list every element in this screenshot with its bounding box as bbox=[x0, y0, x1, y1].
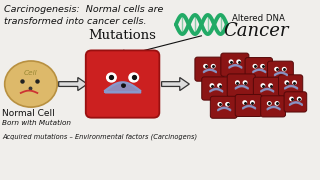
Circle shape bbox=[218, 84, 221, 87]
Text: Altered DNA: Altered DNA bbox=[232, 14, 284, 23]
Circle shape bbox=[290, 97, 293, 101]
FancyBboxPatch shape bbox=[227, 74, 255, 97]
FancyBboxPatch shape bbox=[195, 57, 224, 81]
Circle shape bbox=[261, 84, 265, 87]
FancyBboxPatch shape bbox=[268, 61, 293, 83]
FancyBboxPatch shape bbox=[278, 75, 303, 96]
Circle shape bbox=[129, 73, 139, 82]
Circle shape bbox=[269, 84, 272, 87]
Circle shape bbox=[229, 60, 233, 63]
Circle shape bbox=[243, 81, 247, 84]
Circle shape bbox=[210, 84, 214, 87]
Text: Cancer: Cancer bbox=[223, 22, 288, 40]
Circle shape bbox=[251, 101, 254, 104]
FancyBboxPatch shape bbox=[253, 77, 280, 100]
Circle shape bbox=[253, 65, 257, 68]
Circle shape bbox=[218, 103, 222, 106]
FancyBboxPatch shape bbox=[284, 92, 307, 112]
Circle shape bbox=[261, 65, 264, 68]
FancyBboxPatch shape bbox=[221, 53, 249, 76]
Ellipse shape bbox=[5, 61, 57, 107]
FancyBboxPatch shape bbox=[245, 58, 272, 81]
FancyBboxPatch shape bbox=[86, 50, 159, 118]
Circle shape bbox=[275, 102, 279, 105]
Circle shape bbox=[226, 103, 229, 106]
Circle shape bbox=[212, 65, 215, 68]
FancyBboxPatch shape bbox=[210, 96, 237, 118]
Text: Born with Mutation: Born with Mutation bbox=[2, 120, 71, 126]
Text: Cell: Cell bbox=[24, 70, 38, 76]
Circle shape bbox=[298, 97, 301, 101]
Circle shape bbox=[275, 68, 278, 71]
FancyArrow shape bbox=[59, 78, 87, 91]
Circle shape bbox=[204, 65, 207, 68]
Circle shape bbox=[283, 68, 286, 71]
Text: Carcinogenesis:  Normal cells are
transformed into cancer cells.: Carcinogenesis: Normal cells are transfo… bbox=[4, 5, 163, 26]
FancyArrow shape bbox=[162, 78, 189, 91]
FancyBboxPatch shape bbox=[202, 77, 230, 100]
Circle shape bbox=[237, 60, 240, 63]
FancyBboxPatch shape bbox=[261, 96, 285, 117]
Circle shape bbox=[243, 101, 246, 104]
FancyBboxPatch shape bbox=[235, 94, 262, 116]
Text: Acquired mutations – Environmental factors (Carcinogens): Acquired mutations – Environmental facto… bbox=[2, 133, 197, 140]
Circle shape bbox=[236, 81, 239, 84]
Circle shape bbox=[107, 73, 116, 82]
Circle shape bbox=[268, 102, 271, 105]
Circle shape bbox=[285, 81, 289, 84]
Text: Normal Cell: Normal Cell bbox=[2, 109, 55, 118]
Circle shape bbox=[293, 81, 296, 84]
Text: Mutations: Mutations bbox=[88, 29, 156, 42]
